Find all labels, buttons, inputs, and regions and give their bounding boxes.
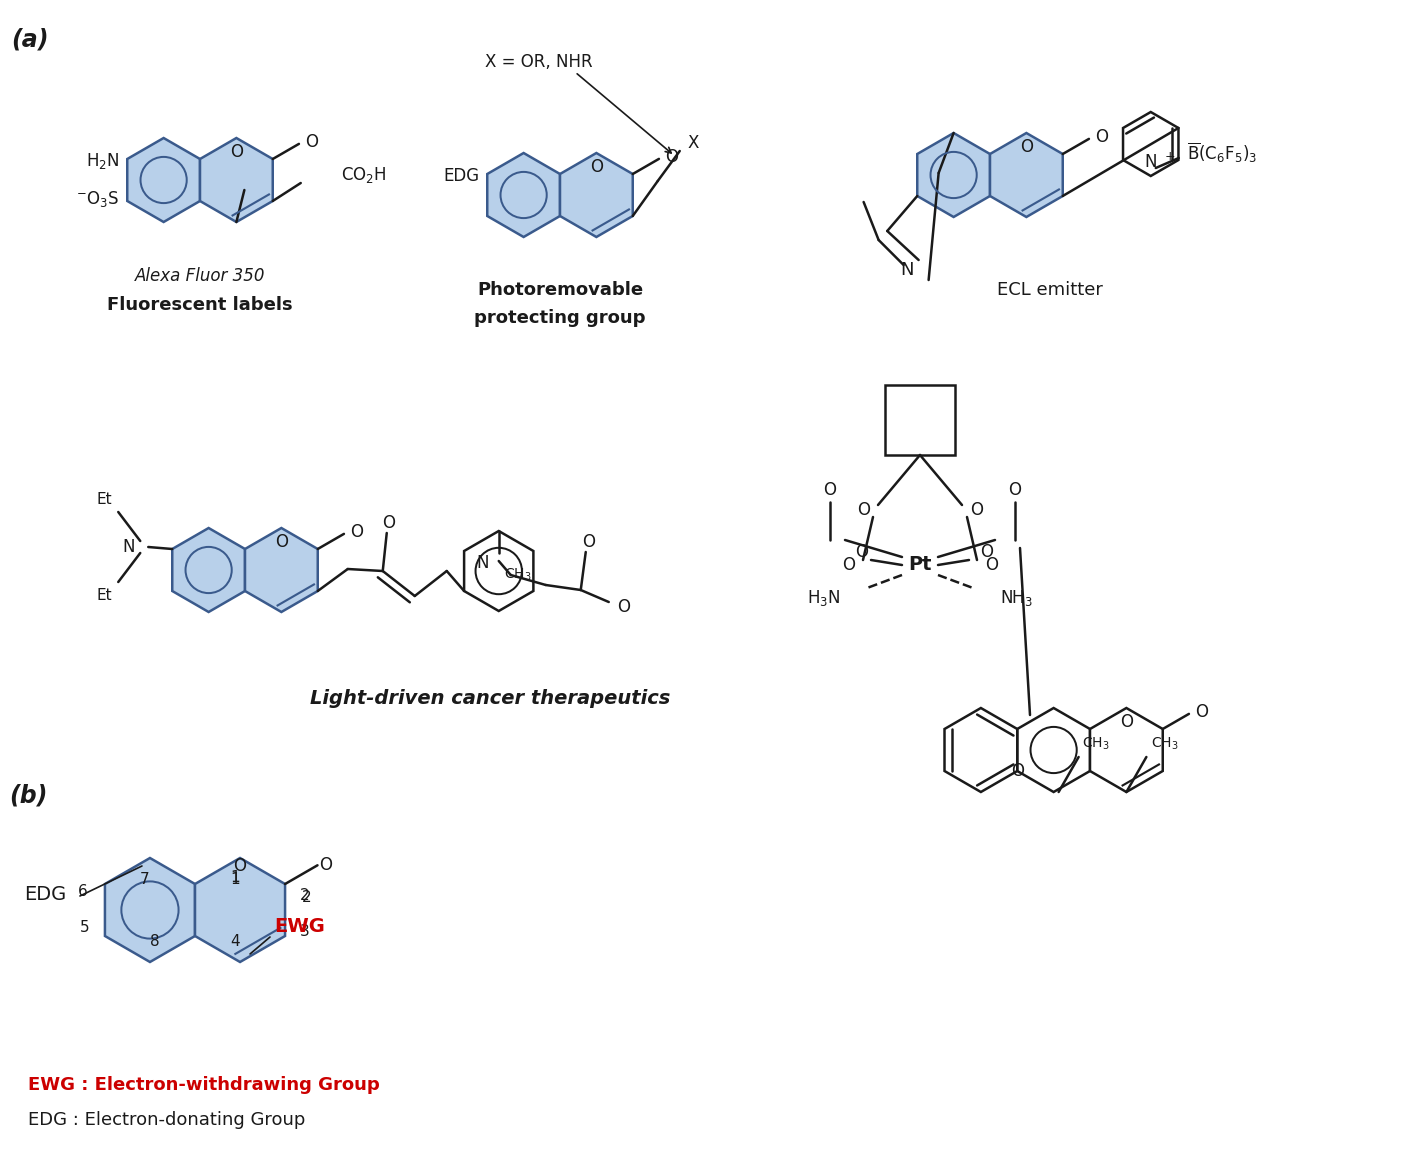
Text: O: O: [856, 501, 871, 519]
Text: Et: Et: [96, 491, 112, 506]
Text: EDG : Electron-donating Group: EDG : Electron-donating Group: [28, 1110, 305, 1129]
Text: O: O: [230, 143, 242, 161]
Text: +: +: [1164, 149, 1176, 163]
Text: O: O: [855, 542, 868, 561]
Text: O: O: [234, 857, 247, 875]
Polygon shape: [990, 133, 1062, 217]
Text: O: O: [319, 857, 332, 874]
Text: O: O: [583, 533, 596, 551]
Text: N: N: [476, 554, 489, 572]
Text: O: O: [1011, 762, 1024, 780]
Text: 4: 4: [230, 935, 240, 950]
Text: Light-driven cancer therapeutics: Light-driven cancer therapeutics: [309, 688, 671, 708]
Text: CH$_3$: CH$_3$: [503, 567, 532, 583]
Polygon shape: [200, 139, 272, 222]
Text: O: O: [986, 556, 998, 574]
Text: 1: 1: [230, 871, 240, 886]
Polygon shape: [488, 152, 560, 237]
Text: $\mathregular{CH_3}$: $\mathregular{CH_3}$: [1151, 736, 1178, 752]
Text: ECL emitter: ECL emitter: [997, 281, 1103, 299]
Text: 8: 8: [150, 935, 160, 950]
Text: H$_3$N: H$_3$N: [807, 588, 839, 608]
Polygon shape: [464, 531, 533, 611]
Text: 2: 2: [302, 890, 312, 906]
Polygon shape: [172, 528, 245, 612]
Text: Alexa Fluor 350: Alexa Fluor 350: [135, 267, 265, 285]
Text: N: N: [900, 261, 913, 279]
Text: X = OR, NHR: X = OR, NHR: [485, 54, 593, 71]
Text: O: O: [842, 556, 855, 574]
Text: O: O: [1120, 714, 1133, 731]
Text: Et: Et: [96, 588, 112, 603]
Polygon shape: [105, 858, 196, 961]
Text: 3: 3: [301, 923, 311, 938]
Text: N: N: [1144, 152, 1157, 171]
Polygon shape: [944, 708, 1017, 792]
Text: (b): (b): [9, 783, 47, 807]
Text: $\mathregular{^{-}}$O$_3$S: $\mathregular{^{-}}$O$_3$S: [77, 189, 119, 210]
Text: O: O: [275, 533, 288, 551]
Text: $\mathregular{CH_3}$: $\mathregular{CH_3}$: [1082, 736, 1109, 752]
Text: Fluorescent labels: Fluorescent labels: [108, 296, 292, 314]
Text: O: O: [305, 133, 318, 151]
Text: O: O: [590, 158, 603, 176]
Text: EWG : Electron-withdrawing Group: EWG : Electron-withdrawing Group: [28, 1076, 380, 1094]
Text: O: O: [1095, 128, 1107, 146]
Text: 2: 2: [301, 888, 311, 903]
Text: O: O: [1195, 703, 1208, 721]
Text: N: N: [123, 538, 135, 556]
Polygon shape: [196, 858, 285, 961]
Text: O: O: [383, 514, 396, 532]
Text: $\mathregular{\overline{B}}$(C$_6$F$_5$)$_3$: $\mathregular{\overline{B}}$(C$_6$F$_5$)…: [1187, 141, 1258, 165]
Text: EWG: EWG: [275, 917, 326, 937]
Text: O: O: [350, 523, 363, 541]
Polygon shape: [1017, 708, 1090, 792]
Polygon shape: [560, 152, 632, 237]
Polygon shape: [128, 139, 200, 222]
Polygon shape: [1123, 112, 1178, 176]
Text: CO$_2$H: CO$_2$H: [340, 165, 386, 185]
Text: protecting group: protecting group: [474, 308, 645, 327]
Text: O: O: [617, 598, 630, 616]
Text: O: O: [980, 542, 993, 561]
Text: X: X: [688, 134, 699, 152]
Text: O: O: [824, 481, 837, 499]
Text: NH$_3$: NH$_3$: [1000, 588, 1032, 608]
Text: O: O: [970, 501, 983, 519]
Polygon shape: [245, 528, 318, 612]
Text: 5: 5: [81, 921, 89, 936]
Text: O: O: [1008, 481, 1021, 499]
Text: Photoremovable: Photoremovable: [476, 281, 642, 299]
Polygon shape: [917, 133, 990, 217]
Polygon shape: [1090, 708, 1163, 792]
Polygon shape: [885, 385, 954, 455]
Text: O: O: [1020, 139, 1032, 156]
Text: 7: 7: [140, 873, 150, 887]
Text: 6: 6: [78, 885, 88, 900]
Text: EDG: EDG: [444, 166, 479, 185]
Text: O: O: [665, 148, 678, 166]
Text: H$_2$N: H$_2$N: [86, 151, 119, 171]
Text: Pt: Pt: [909, 555, 932, 575]
Text: 1: 1: [230, 873, 240, 887]
Text: EDG: EDG: [24, 885, 67, 903]
Text: (a): (a): [11, 28, 48, 52]
